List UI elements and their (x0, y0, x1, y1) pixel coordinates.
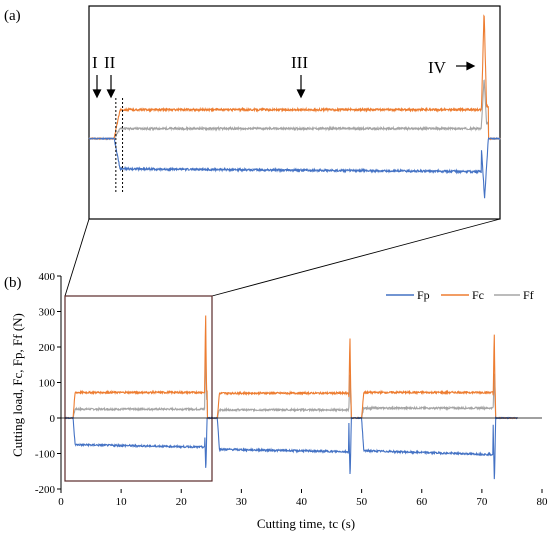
y-axis-label: Cutting load, Fc, Fp, Ff (N) (10, 313, 25, 457)
zoom-connector-left (64, 218, 90, 297)
panel-b-plot (64, 315, 519, 480)
legend-label-fc: Fc (472, 288, 484, 302)
x-tick-label: 60 (416, 496, 428, 508)
panel-b-label: (b) (4, 275, 22, 291)
y-tick-label: -100 (35, 449, 56, 461)
y-tick-label: 0 (50, 413, 56, 425)
x-tick-label: 70 (476, 496, 488, 508)
legend-label-fp: Fp (417, 288, 430, 302)
annotation-I: I (92, 53, 98, 72)
zoom-connector-right (211, 218, 501, 297)
panel-a-label: (a) (4, 8, 21, 24)
annotation-III: III (291, 53, 308, 72)
panel-b-axes: -200 -100 0 100 200 300 400 0 10 20 30 40 50 60 70 80 (35, 271, 548, 508)
arrow-II-head (106, 89, 116, 99)
panel-a-frame (88, 5, 501, 220)
series-line-fc (64, 315, 519, 421)
x-tick-label: 30 (236, 496, 248, 508)
y-tick-label: -200 (35, 484, 56, 496)
zoom-series-line-fc (88, 14, 501, 141)
y-tick-label: 100 (39, 378, 56, 390)
arrow-IV-head (466, 61, 476, 71)
legend-label-ff: Ff (523, 288, 534, 302)
arrow-III-head (296, 89, 306, 99)
annotation-arrows (92, 61, 476, 99)
x-tick-label: 50 (356, 496, 368, 508)
x-tick-label: 20 (176, 496, 188, 508)
panel-a-plot (88, 14, 501, 199)
x-tick-label: 40 (296, 496, 308, 508)
y-tick-label: 300 (39, 307, 56, 319)
arrow-I-head (92, 89, 102, 99)
y-tick-label: 200 (39, 342, 56, 354)
series-line-ff (64, 346, 518, 420)
annotation-II: II (104, 53, 116, 72)
x-axis-label: Cutting time, tc (s) (257, 516, 355, 531)
zoom-box (64, 295, 213, 482)
y-tick-label: 400 (39, 271, 56, 283)
x-tick-label: 80 (537, 496, 549, 508)
annotation-IV: IV (428, 58, 447, 77)
zoom-series-line-fp (88, 136, 501, 199)
zoom-series-line-ff (88, 79, 501, 141)
x-tick-label: 0 (58, 496, 64, 508)
x-tick-label: 10 (116, 496, 128, 508)
legend: Fp Fc Ff (386, 288, 534, 302)
series-line-fp (64, 415, 518, 480)
